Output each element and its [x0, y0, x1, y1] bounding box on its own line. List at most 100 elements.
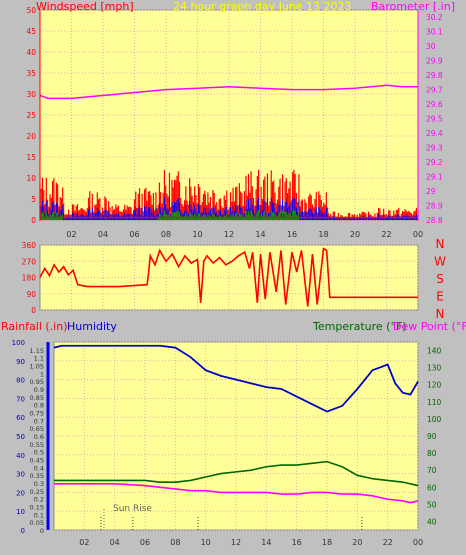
- hour-tick: 02: [79, 538, 89, 547]
- barometer-tick: 29.1: [426, 173, 443, 182]
- barometer-label: Barometer [.in]: [371, 0, 455, 13]
- barometer-tick: 29.4: [426, 129, 443, 138]
- direction-tick: 180: [22, 274, 37, 283]
- hour-tick: 00: [413, 230, 423, 239]
- dew-point-line: [54, 483, 419, 504]
- humidity-tick: 90: [16, 358, 25, 366]
- temperature-tick: 60: [427, 483, 437, 492]
- dewpoint-label: Dew Point (°F): [393, 320, 466, 333]
- barometer-tick: 29.8: [426, 71, 443, 80]
- rainfall-tick: 0.9: [34, 386, 44, 394]
- hour-tick: 20: [352, 538, 362, 547]
- hour-tick: 10: [201, 538, 211, 547]
- direction-tick: 360: [22, 241, 37, 250]
- humidity-tick: 80: [16, 377, 25, 385]
- windspeed-tick-labels: 0 5 10 15 20 25 30 35 40 45 50: [26, 6, 36, 225]
- direction-tick: 270: [22, 257, 37, 266]
- windspeed-tick: 10: [26, 174, 36, 183]
- temperature-tick: 90: [427, 432, 437, 441]
- windspeed-tick: 50: [26, 6, 36, 15]
- rainfall-tick: 1.1: [34, 355, 44, 363]
- rainfall-tick: 0.65: [30, 425, 44, 433]
- sunrise-label: Sun Rise: [113, 504, 152, 514]
- temperature-tick-labels: 40 50 60 70 80 90 100 110 120 130 140: [427, 347, 442, 527]
- hour-tick: 08: [170, 538, 180, 547]
- windspeed-tick: 40: [26, 48, 36, 57]
- rainfall-tick: 0.2: [34, 496, 44, 504]
- windspeed-tick: 20: [26, 132, 36, 141]
- humidity-tick: 50: [16, 433, 25, 441]
- windspeed-tick: 5: [31, 195, 36, 204]
- hour-tick: 12: [224, 230, 234, 239]
- rainfall-tick: 0.05: [30, 519, 44, 527]
- compass-letter: N: [436, 237, 445, 251]
- hour-tick: 12: [231, 538, 241, 547]
- hour-tick: 18: [318, 230, 328, 239]
- hour-tick: 22: [381, 230, 391, 239]
- humidity-tick: 20: [16, 489, 25, 497]
- rainfall-tick: 1.15: [30, 347, 44, 355]
- humidity-tick: 0: [21, 527, 25, 535]
- humidity-tick: 70: [16, 395, 25, 403]
- rainfall-tick: 0.8: [34, 402, 44, 410]
- hour-tick: 00: [413, 538, 423, 547]
- barometer-tick: 28.8: [426, 216, 443, 225]
- rainfall-tick: 0.7: [34, 417, 44, 425]
- rainfall-tick: 0.6: [34, 433, 44, 441]
- hour-tick: 08: [161, 230, 171, 239]
- barometer-tick: 29.3: [426, 144, 443, 153]
- windspeed-tick: 45: [26, 27, 36, 36]
- bottom-hour-tick-labels: 02 04 06 08 10 12 14 16 18 20 22 00: [79, 538, 423, 547]
- barometer-tick: 29.2: [426, 158, 443, 167]
- compass-letter: W: [434, 255, 446, 269]
- rainfall-tick: 1.05: [30, 363, 44, 371]
- temperature-tick: 40: [427, 517, 437, 526]
- hour-tick: 10: [192, 230, 202, 239]
- wind-direction-grid: [40, 244, 419, 311]
- temperature-line: [54, 460, 419, 487]
- humidity-label: Humidity: [67, 320, 117, 333]
- hour-tick: 22: [383, 538, 393, 547]
- humidity-tick: 30: [16, 471, 25, 479]
- rainfall-tick: 0.95: [30, 378, 44, 386]
- direction-tick: 90: [26, 290, 36, 299]
- humidity-line: [53, 344, 419, 413]
- windspeed-tick: 35: [26, 69, 36, 78]
- rainfall-tick: 0: [40, 527, 44, 535]
- humidity-tick-labels: 0 10 20 30 40 50 60 70 80 90 100: [12, 339, 25, 535]
- windspeed-label: Windspeed [mph]: [36, 0, 134, 13]
- barometer-tick: 30: [426, 42, 436, 51]
- rain-markers: [100, 516, 363, 530]
- direction-tick: 0: [31, 306, 36, 315]
- wind-speed-series: [39, 169, 419, 220]
- rainfall-tick: 1: [40, 370, 44, 378]
- hour-tick: 06: [129, 230, 139, 239]
- temperature-tick: 50: [427, 500, 437, 509]
- barometer-line: [39, 84, 418, 100]
- compass-letter: S: [436, 272, 444, 286]
- direction-tick-labels: 0 90 180 270 360: [22, 241, 37, 315]
- rainfall-tick: 0.3: [34, 480, 44, 488]
- temperature-tick: 130: [427, 364, 442, 373]
- humidity-tick: 60: [16, 414, 25, 422]
- rainfall-tick-labels: 00.050.10.150.20.250.30.350.40.450.50.55…: [30, 347, 44, 535]
- rainfall-tick: 0.45: [30, 457, 44, 465]
- barometer-tick: 29.7: [426, 86, 443, 95]
- humidity-tick: 100: [12, 339, 25, 347]
- windspeed-tick: 15: [26, 153, 36, 162]
- windspeed-tick: 25: [26, 111, 36, 120]
- barometer-tick: 29: [426, 187, 436, 196]
- rainfall-tick: 0.15: [30, 504, 44, 512]
- rainfall-tick: 0.55: [30, 441, 44, 449]
- windspeed-tick: 30: [26, 90, 36, 99]
- compass-letter: E: [436, 290, 444, 304]
- wind-direction-line: [39, 247, 418, 307]
- rain-humidity-temp-grid: [54, 341, 419, 531]
- temperature-tick: 80: [427, 449, 437, 458]
- temperature-label: Temperature (°F): [312, 320, 407, 333]
- hour-tick: 18: [322, 538, 332, 547]
- humidity-tick: 10: [16, 508, 25, 516]
- rainfall-tick: 0.5: [34, 449, 44, 457]
- temperature-tick: 110: [427, 398, 442, 407]
